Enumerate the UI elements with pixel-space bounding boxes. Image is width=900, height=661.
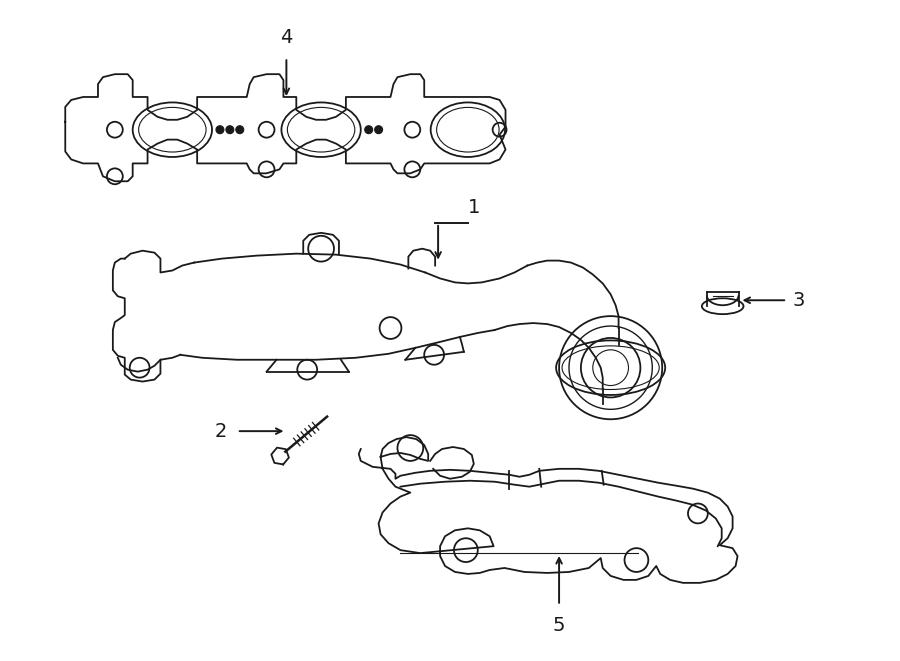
Text: 5: 5	[553, 615, 565, 635]
Text: 2: 2	[214, 422, 227, 441]
Circle shape	[236, 126, 244, 134]
Circle shape	[364, 126, 373, 134]
Text: 1: 1	[468, 198, 481, 217]
Text: 3: 3	[792, 291, 805, 310]
Circle shape	[374, 126, 382, 134]
Circle shape	[216, 126, 224, 134]
Text: 4: 4	[280, 28, 292, 48]
Circle shape	[226, 126, 234, 134]
